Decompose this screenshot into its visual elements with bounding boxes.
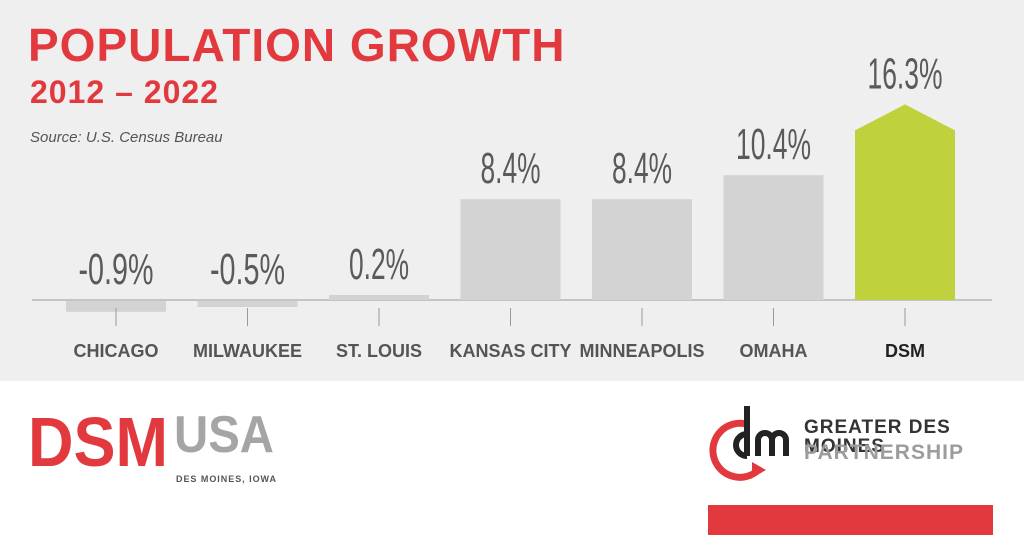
bar-chart: -0.9% CHICAGO -0.5% MILWAUKEE 0.2% ST. LOUIS 8… [32, 49, 992, 361]
gdmp-logo: GREATER DES MOINES PARTNERSHIP [700, 404, 1000, 535]
value-label-0: -0.9% [79, 245, 154, 294]
category-label-0: CHICAGO [74, 341, 159, 361]
chart-title: POPULATION GROWTH [28, 19, 566, 71]
value-label-2: 0.2% [349, 240, 409, 289]
category-label-3: KANSAS CITY [449, 341, 571, 361]
category-label-2: ST. LOUIS [336, 341, 422, 361]
value-label-1: -0.5% [210, 245, 285, 294]
category-label-1: MILWAUKEE [193, 341, 302, 361]
logo-tagline: DES MOINES, IOWA [176, 474, 277, 484]
bar-6 [855, 104, 955, 301]
chart-panel: POPULATION GROWTH 2012 – 2022 Source: U.… [0, 0, 1024, 381]
bar-0 [66, 301, 166, 312]
partner-sub: PARTNERSHIP [804, 441, 964, 464]
partner-name: GREATER DES MOINES [804, 417, 951, 457]
value-label-5: 10.4% [736, 120, 811, 169]
dm-monogram-icon [709, 406, 789, 481]
usa-logo-text: USA [174, 406, 274, 464]
dsm-usa-logo-graphic: DSM USA DES MOINES, IOWA [28, 403, 277, 484]
value-label-3: 8.4% [481, 144, 541, 193]
category-label-4: MINNEAPOLIS [579, 341, 704, 361]
value-label-6: 16.3% [868, 49, 943, 98]
bar-4 [592, 199, 692, 300]
bar-2 [329, 295, 429, 300]
bar-1 [197, 301, 298, 307]
chart-subtitle: 2012 – 2022 [30, 74, 219, 110]
accent-bar [708, 505, 993, 535]
category-label-5: OMAHA [740, 341, 808, 361]
chart-source: Source: U.S. Census Bureau [30, 129, 223, 146]
value-label-4: 8.4% [612, 144, 672, 193]
category-label-6: DSM [885, 341, 925, 361]
bar-3 [460, 199, 561, 300]
dsm-usa-logo: DSM USA DES MOINES, IOWA [28, 403, 288, 494]
bar-5 [723, 175, 824, 300]
dsm-logo-text: DSM [28, 404, 168, 481]
